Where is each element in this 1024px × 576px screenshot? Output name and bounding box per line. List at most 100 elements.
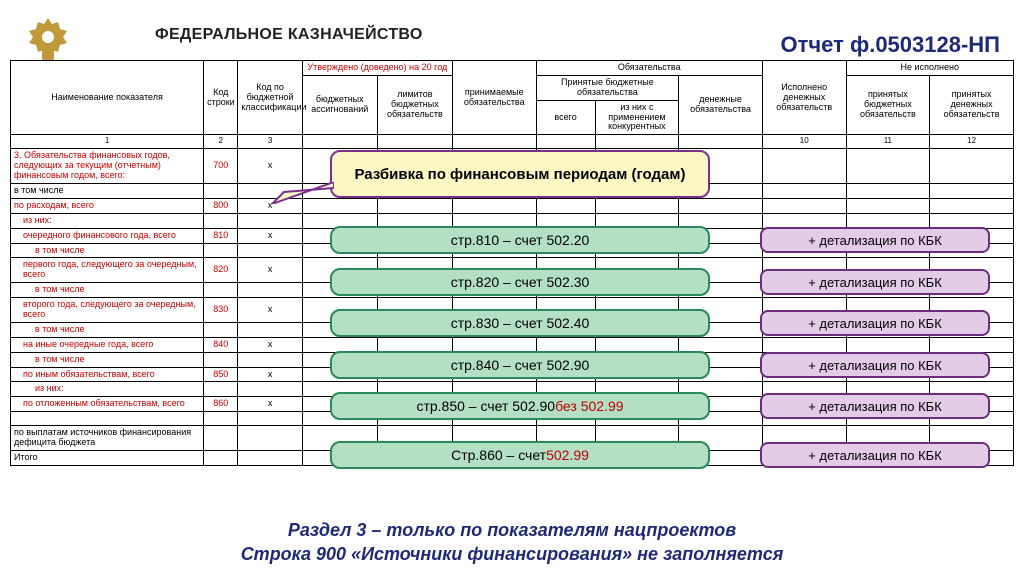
cell <box>846 184 930 199</box>
row-code <box>204 184 238 199</box>
cell <box>846 198 930 213</box>
account-label: Стр.860 – счет 502.99 <box>330 441 710 469</box>
th-unf-b: принятых денежных обязательств <box>930 75 1014 134</box>
row-name: из них: <box>11 213 204 228</box>
colnum: 2 <box>204 135 238 149</box>
th-approved-b: лимитов бюджетных обязательств <box>377 75 452 134</box>
row-code <box>204 412 238 426</box>
th-taken: Принятые бюджетные обязательства <box>536 75 679 100</box>
row-code <box>204 352 238 367</box>
row-code <box>204 243 238 258</box>
kbk-label: + детализация по КБК <box>760 227 990 253</box>
row-code: 840 <box>204 337 238 352</box>
th-kbk: Код по бюджетной классификации <box>238 61 302 135</box>
kbk-label: + детализация по КБК <box>760 352 990 378</box>
row-k: x <box>238 337 302 352</box>
row-name: по расходам, всего <box>11 198 204 213</box>
row-name: по иным обязательствам, всего <box>11 367 204 382</box>
th-approved: Утверждено (доведено) на 20 год <box>302 61 452 76</box>
cell <box>595 337 679 352</box>
row-k <box>238 213 302 228</box>
row-name: в том числе <box>11 184 204 199</box>
account-label: стр.830 – счет 502.40 <box>330 309 710 337</box>
kbk-label: + детализация по КБК <box>760 269 990 295</box>
cell <box>930 184 1014 199</box>
row-k: x <box>238 397 302 412</box>
colnum: 1 <box>11 135 204 149</box>
row-k <box>238 451 302 466</box>
row-code: 820 <box>204 258 238 283</box>
table-row: по расходам, всего800x <box>11 198 1014 213</box>
row-code <box>204 322 238 337</box>
th-obligations: Обязательства <box>536 61 762 76</box>
row-code: 850 <box>204 367 238 382</box>
row-code <box>204 283 238 298</box>
row-name: Итого <box>11 451 204 466</box>
colnum <box>452 135 536 149</box>
cell <box>846 149 930 184</box>
cell <box>762 337 846 352</box>
th-accepted: принимаемые обязательства <box>452 61 536 135</box>
th-money: денежные обязательства <box>679 75 763 134</box>
colnum <box>302 135 377 149</box>
row-code <box>204 382 238 397</box>
account-label: стр.850 – счет 502.90 без 502.99 <box>330 392 710 420</box>
cell <box>536 198 595 213</box>
row-code <box>204 426 238 451</box>
row-name: в том числе <box>11 243 204 258</box>
colnum <box>377 135 452 149</box>
row-k <box>238 412 302 426</box>
cell <box>679 198 763 213</box>
cell <box>377 337 452 352</box>
cell <box>930 213 1014 228</box>
footer-line-1: Раздел 3 – только по показателям нацпрое… <box>0 520 1024 541</box>
account-label: стр.840 – счет 502.90 <box>330 351 710 379</box>
row-k: x <box>238 367 302 382</box>
row-name: первого года, следующего за очередным, в… <box>11 258 204 283</box>
row-k: x <box>238 228 302 243</box>
row-k <box>238 426 302 451</box>
row-code: 700 <box>204 149 238 184</box>
row-k: x <box>238 258 302 283</box>
row-name: по отложенным обязательствам, всего <box>11 397 204 412</box>
colnum: 11 <box>846 135 930 149</box>
row-code <box>204 451 238 466</box>
report-title: Отчет ф.0503128-НП <box>780 32 1000 58</box>
row-name <box>11 412 204 426</box>
th-fulfilled: Исполнено денежных обязательств <box>762 61 846 135</box>
cell <box>846 213 930 228</box>
cell <box>302 337 377 352</box>
th-approved-a: бюджетных ассигнований <box>302 75 377 134</box>
row-name: из них: <box>11 382 204 397</box>
row-k <box>238 382 302 397</box>
footer-line-2: Строка 900 «Источники финансирования» не… <box>0 544 1024 565</box>
cell <box>679 337 763 352</box>
cell <box>846 337 930 352</box>
account-label: стр.810 – счет 502.20 <box>330 226 710 254</box>
th-unf-a: принятых бюджетных обязательств <box>846 75 930 134</box>
colnum: 12 <box>930 135 1014 149</box>
cell <box>762 213 846 228</box>
cell <box>930 149 1014 184</box>
cell <box>762 198 846 213</box>
org-name: ФЕДЕРАЛЬНОЕ КАЗНАЧЕЙСТВО <box>155 26 423 44</box>
row-k: x <box>238 149 302 184</box>
cell <box>536 337 595 352</box>
row-k <box>238 352 302 367</box>
row-name: в том числе <box>11 283 204 298</box>
colnum <box>595 135 679 149</box>
th-name: Наименование показателя <box>11 61 204 135</box>
colnum: 3 <box>238 135 302 149</box>
table-row: на иные очередные года, всего840x <box>11 337 1014 352</box>
colnum: 10 <box>762 135 846 149</box>
kbk-label: + детализация по КБК <box>760 442 990 468</box>
colnum <box>679 135 763 149</box>
cell <box>762 149 846 184</box>
cell <box>452 337 536 352</box>
kbk-label: + детализация по КБК <box>760 310 990 336</box>
kbk-label: + детализация по КБК <box>760 393 990 419</box>
row-name: по выплатам источников финансирования де… <box>11 426 204 451</box>
row-k <box>238 322 302 337</box>
row-name: в том числе <box>11 352 204 367</box>
account-label: стр.820 – счет 502.30 <box>330 268 710 296</box>
